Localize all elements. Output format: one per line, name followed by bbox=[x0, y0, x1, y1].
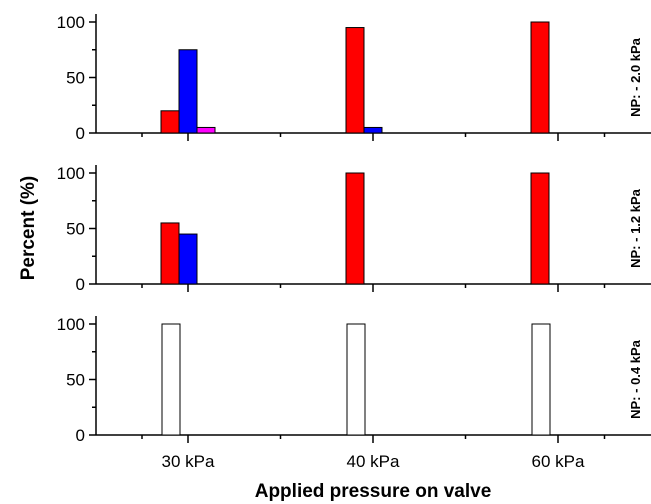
y-tick-label: 0 bbox=[76, 275, 85, 294]
x-tick-label: 60 kPa bbox=[532, 452, 585, 471]
y-tick-label: 50 bbox=[66, 220, 85, 239]
x-tick-label: 30 kPa bbox=[162, 452, 215, 471]
x-tick-label: 40 kPa bbox=[347, 452, 400, 471]
bar-magenta-0 bbox=[196, 126, 216, 134]
panel-label: NP: - 2.0 kPa bbox=[628, 37, 643, 117]
panel-label: NP: - 0.4 kPa bbox=[628, 339, 643, 419]
y-tick-label: 100 bbox=[57, 13, 85, 32]
y-tick-label: 0 bbox=[76, 426, 85, 445]
bar-white-2 bbox=[531, 323, 551, 436]
panel-2: 0 50 100 NP: - 1.2 kPa bbox=[57, 164, 651, 294]
bar-red-0 bbox=[160, 222, 180, 285]
bar-red-0 bbox=[160, 110, 180, 134]
bar-red-2 bbox=[530, 172, 550, 285]
y-tick-label: 50 bbox=[66, 69, 85, 88]
bar-red-1 bbox=[345, 27, 365, 134]
panel-1: 0 50 100 NP: - 2.0 kPa bbox=[57, 13, 651, 143]
bar-white-0 bbox=[161, 323, 181, 436]
x-axis-title: Applied pressure on valve bbox=[255, 481, 492, 502]
bar-blue-0 bbox=[178, 233, 198, 285]
bar-red-2 bbox=[530, 21, 550, 134]
bar-red-1 bbox=[345, 172, 365, 285]
y-tick-label: 100 bbox=[57, 164, 85, 183]
panels: 0 50 100 NP: - 2.0 kPa 0 50 100 NP: - 1.2 kPa 0 5… bbox=[57, 13, 651, 445]
bar-white-1 bbox=[346, 323, 366, 436]
y-tick-label: 50 bbox=[66, 371, 85, 390]
y-tick-label: 100 bbox=[57, 315, 85, 334]
bar-blue-1 bbox=[363, 126, 383, 134]
y-axis-title: Percent (%) bbox=[18, 176, 39, 281]
panel-3: 0 50 100 NP: - 0.4 kPa bbox=[57, 315, 651, 445]
panel-label: NP: - 1.2 kPa bbox=[628, 188, 643, 268]
x-tick-labels: 30 kPa 40 kPa 60 kPa bbox=[162, 452, 585, 471]
y-tick-label: 0 bbox=[76, 124, 85, 143]
bar-blue-0 bbox=[178, 49, 198, 134]
